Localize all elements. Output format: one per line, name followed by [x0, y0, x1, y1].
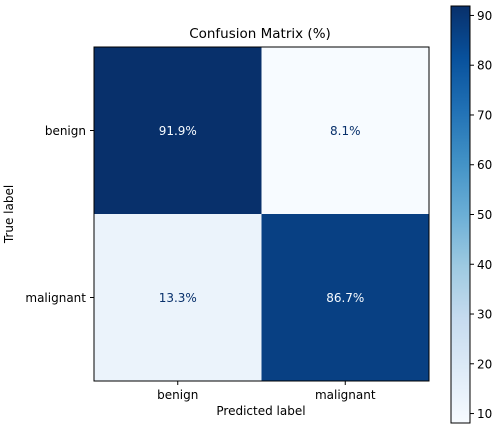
y-axis-label: True label	[2, 185, 16, 244]
colorbar-tick-label: 80	[477, 59, 492, 73]
plot-frame	[93, 46, 430, 382]
y-tick-label: malignant	[25, 291, 86, 305]
x-tick-label: malignant	[315, 388, 376, 402]
x-axis-label: Predicted label	[216, 404, 305, 418]
colorbar-tick-label: 70	[477, 108, 492, 122]
heatmap-cell	[261, 47, 429, 214]
chart-title: Confusion Matrix (%)	[189, 26, 331, 42]
cell-value-label: 8.1%	[330, 124, 361, 138]
cell-value-label: 13.3%	[159, 291, 197, 305]
colorbar-tick-label: 30	[477, 308, 492, 322]
y-tick-label: benign	[45, 124, 86, 138]
heatmap-cell	[94, 47, 262, 214]
colorbar-tick-label: 90	[477, 9, 492, 23]
colorbar-tick-label: 20	[477, 357, 492, 371]
colorbar	[450, 5, 471, 424]
x-tick-label: benign	[157, 388, 198, 402]
cell-value-label: 86.7%	[326, 291, 364, 305]
colorbar-tick-label: 40	[477, 258, 492, 272]
colorbar-tick-label: 60	[477, 158, 492, 172]
heatmap-cell	[261, 214, 429, 381]
heatmap-cell	[94, 214, 262, 381]
colorbar-tick-label: 50	[477, 208, 492, 222]
cell-value-label: 91.9%	[159, 124, 197, 138]
colorbar-tick-label: 10	[477, 407, 492, 421]
